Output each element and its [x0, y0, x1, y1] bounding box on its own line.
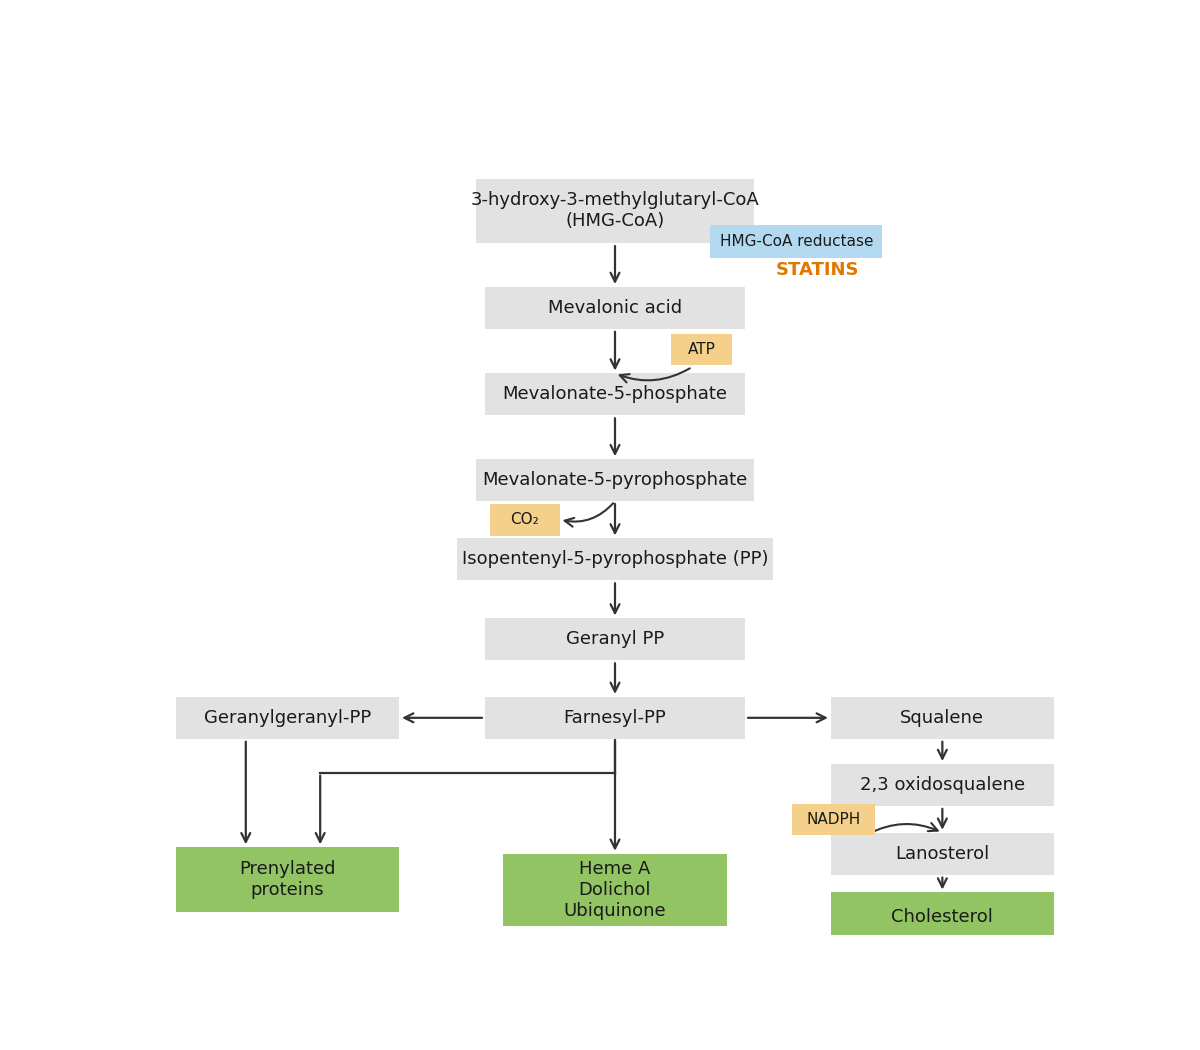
FancyBboxPatch shape: [830, 833, 1054, 875]
Text: HMG-CoA reductase: HMG-CoA reductase: [720, 234, 874, 249]
Text: Lanosterol: Lanosterol: [895, 844, 990, 863]
Text: Squalene: Squalene: [900, 709, 984, 727]
Text: 3-hydroxy-3-methylglutaryl-CoA
(HMG-CoA): 3-hydroxy-3-methylglutaryl-CoA (HMG-CoA): [470, 191, 760, 230]
Text: NADPH: NADPH: [806, 813, 860, 827]
Text: CO₂: CO₂: [510, 512, 539, 527]
FancyBboxPatch shape: [485, 618, 745, 660]
Text: Cholesterol: Cholesterol: [892, 907, 994, 926]
FancyBboxPatch shape: [485, 374, 745, 416]
FancyBboxPatch shape: [475, 459, 755, 501]
Text: Mevalonate-5-pyrophosphate: Mevalonate-5-pyrophosphate: [482, 471, 748, 489]
Text: Mevalonate-5-phosphate: Mevalonate-5-phosphate: [503, 385, 727, 403]
FancyBboxPatch shape: [457, 539, 773, 581]
Text: 2,3 oxidosqualene: 2,3 oxidosqualene: [859, 776, 1025, 794]
FancyBboxPatch shape: [490, 504, 559, 536]
Text: STATINS: STATINS: [776, 260, 859, 279]
Text: Mevalonic acid: Mevalonic acid: [548, 299, 682, 317]
FancyBboxPatch shape: [176, 847, 400, 911]
FancyBboxPatch shape: [792, 804, 876, 835]
Text: Geranyl PP: Geranyl PP: [566, 630, 664, 649]
FancyBboxPatch shape: [485, 697, 745, 739]
FancyBboxPatch shape: [830, 764, 1054, 806]
Text: Isopentenyl-5-pyrophosphate (PP): Isopentenyl-5-pyrophosphate (PP): [462, 550, 768, 568]
FancyBboxPatch shape: [830, 697, 1054, 739]
FancyBboxPatch shape: [485, 287, 745, 329]
FancyBboxPatch shape: [710, 226, 882, 258]
Text: Geranylgeranyl-PP: Geranylgeranyl-PP: [204, 709, 371, 727]
Text: Prenylated
proteins: Prenylated proteins: [239, 860, 336, 899]
Text: Farnesyl-PP: Farnesyl-PP: [564, 709, 666, 727]
FancyBboxPatch shape: [830, 892, 1054, 941]
FancyBboxPatch shape: [671, 334, 732, 364]
Text: Heme A
Dolichol
Ubiquinone: Heme A Dolichol Ubiquinone: [564, 860, 666, 920]
FancyBboxPatch shape: [176, 697, 400, 739]
FancyBboxPatch shape: [475, 178, 755, 244]
Text: ATP: ATP: [688, 341, 715, 357]
FancyBboxPatch shape: [504, 854, 727, 926]
